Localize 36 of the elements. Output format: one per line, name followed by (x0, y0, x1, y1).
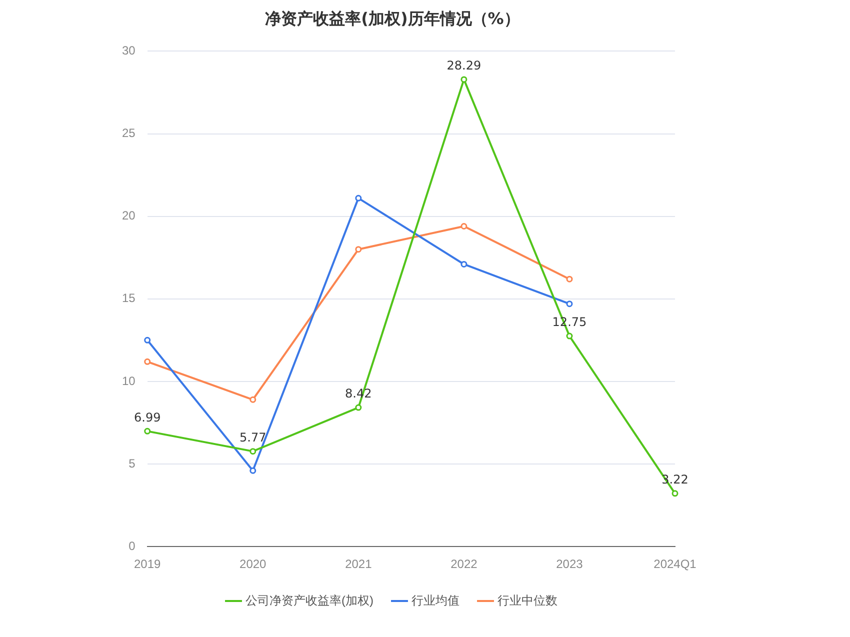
point (566, 300, 573, 308)
x-tick-label: 2019 (134, 557, 162, 572)
legend-label: 公司净资产收益率(加权) (246, 593, 374, 608)
y-tick-label: 20 (122, 208, 136, 223)
point (460, 222, 468, 230)
point (250, 467, 256, 474)
x-tick-label: 2023 (556, 557, 584, 572)
data-label: 6.99 (134, 410, 161, 424)
x-tick-label: 2020 (240, 557, 267, 572)
x-tick-label: 2022 (450, 557, 478, 572)
point (566, 332, 573, 340)
y-tick-label: 0 (128, 538, 136, 553)
y-tick-label: 5 (128, 456, 136, 470)
data-label: 5.77 (240, 430, 266, 444)
y-tick-label: 25 (122, 126, 136, 140)
y-tick-label: 15 (122, 291, 136, 306)
point (355, 404, 362, 411)
legend-label: 行业均值 (411, 593, 460, 608)
legend-label: 行业中位数 (497, 593, 558, 608)
point (250, 448, 256, 455)
point (144, 358, 151, 365)
point (460, 260, 468, 268)
point (460, 76, 468, 83)
data-label: 28.29 (446, 58, 482, 73)
x-tick-label: 2024Q1 (654, 557, 697, 572)
x-tick-label: 2021 (345, 557, 372, 572)
point (250, 396, 256, 403)
point (355, 194, 362, 202)
point (144, 336, 151, 344)
point (566, 276, 573, 282)
point (355, 246, 362, 253)
y-tick-label: 10 (122, 374, 136, 388)
point (672, 490, 678, 497)
chart-title: 净资产收益率(加权)历年情况（%） (265, 8, 520, 28)
point (144, 428, 151, 434)
y-tick-label: 30 (122, 44, 136, 58)
